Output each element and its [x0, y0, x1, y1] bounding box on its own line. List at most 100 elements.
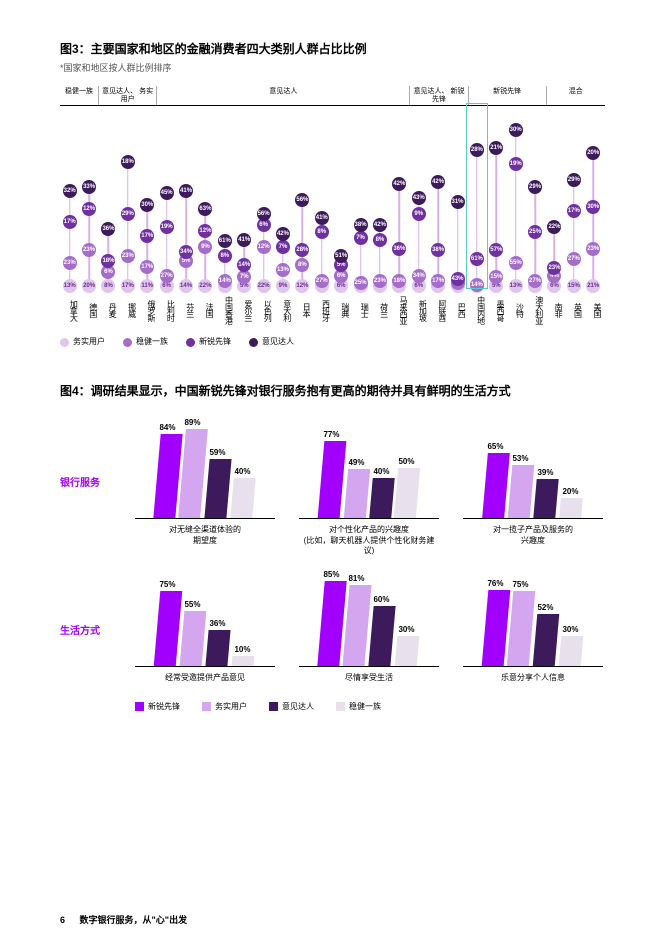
chart4-bar-body — [342, 585, 371, 666]
chart4-bar-body — [507, 465, 534, 518]
legend-item: 稳健一族 — [336, 701, 381, 712]
chart3-country-column: 6%6%5%51% — [331, 106, 350, 286]
chart3-group-label: 意见达人、 新锐先锋 — [410, 86, 468, 105]
legend-label: 意见达人 — [282, 702, 314, 711]
chart3-dot: 33% — [82, 180, 96, 194]
chart4-row-label: 生活方式 — [60, 567, 135, 637]
chart4-bar-label: 30% — [398, 625, 414, 634]
chart4-mini: 85%81%60%30%尽情享受生活 — [299, 567, 439, 683]
chart3-country-label: 日本 — [293, 290, 312, 330]
chart3-dot: 23% — [121, 249, 135, 263]
chart4-bar-label: 52% — [537, 603, 553, 612]
chart4-bar: 76% — [485, 579, 507, 666]
chart3-dot: 7% — [237, 270, 251, 284]
chart3-dot: 20% — [586, 146, 600, 160]
legend-label: 务实用户 — [73, 337, 105, 346]
chart3-country-column: 3%14%8%61% — [215, 106, 234, 286]
chart4-bar-label: 53% — [512, 454, 528, 463]
chart4-title: 图4：调研结果显示，中国新锐先锋对银行服务抱有更高的期待并具有鲜明的生活方式 — [60, 382, 610, 399]
page-footer: 6 数字银行服务，从"心"出发 — [60, 913, 187, 926]
chart3-dot: 42% — [276, 227, 290, 241]
chart4-mini-title: 对无缝全渠道体验的期望度 — [135, 525, 275, 546]
chart3-dot: 15% — [567, 279, 581, 293]
chart3-dot: 42% — [373, 218, 387, 232]
chart3-country-column: 3%18%36%42% — [390, 106, 409, 286]
chart3-dot: 8% — [218, 249, 232, 263]
chart3-country-label: 加拿大 — [60, 290, 79, 330]
chart3-dot: 19% — [509, 157, 523, 171]
chart4-bar: 30% — [396, 625, 418, 666]
chart4-bar: 20% — [560, 487, 582, 518]
chart3-country-column: 3%27%8%41% — [312, 106, 331, 286]
chart4-row: 银行服务84%89%59%40%对无缝全渠道体验的期望度77%49%40%50%… — [60, 419, 610, 556]
chart3-dot: 38% — [431, 243, 445, 257]
chart3-legend: 务实用户稳健一族新锐先锋意见达人 — [60, 336, 605, 347]
chart3-country-label: 瑞典 — [331, 290, 350, 330]
chart3-dot: 17% — [431, 274, 445, 288]
chart3-country-column: 17%23%29%18% — [118, 106, 137, 286]
chart4-bar: 81% — [346, 574, 368, 666]
chart3-dot: 30% — [509, 123, 523, 137]
chart3-dot: 18% — [121, 155, 135, 169]
chart3-dot: 15% — [489, 270, 503, 284]
legend-swatch — [202, 702, 211, 711]
chart4-mini: 77%49%40%50%对个性化产品的兴趣度(比如，聊天机器人提供个性化财务建议… — [299, 419, 439, 556]
chart3-country-label: 西班牙 — [312, 290, 331, 330]
chart3-country-label: 俄罗斯 — [138, 290, 157, 330]
chart3-dot: 21% — [489, 141, 503, 155]
chart4-bar-label: 10% — [234, 645, 250, 654]
chart4-mini: 65%53%39%20%对一揽子产品及服务的兴趣度 — [463, 419, 603, 556]
legend-swatch — [336, 702, 345, 711]
chart3-country-column: 22%9%12%63% — [196, 106, 215, 286]
chart4-bar-body — [179, 611, 206, 666]
chart4-bar: 50% — [396, 457, 418, 518]
chart3-group-label: 意见达人、 务实用户 — [99, 86, 157, 105]
chart4-bar: 40% — [371, 467, 393, 518]
chart3-dot: 17% — [63, 215, 77, 229]
chart3-dot: 20% — [82, 279, 96, 293]
chart3-country-label: 墨西哥 — [487, 290, 506, 330]
chart3-country-column: 6%34%9%43% — [409, 106, 428, 286]
chart4-bar-body — [559, 498, 583, 518]
chart4-bar-body — [533, 479, 558, 518]
legend-swatch — [249, 338, 258, 347]
chart3-country-column: 5%15%57%21% — [487, 106, 506, 286]
chart4-mini-title: 对一揽子产品及服务的兴趣度 — [463, 525, 603, 546]
chart3-dot: 27% — [315, 274, 329, 288]
chart3-subtitle: *国家和地区按人群比例排序 — [60, 61, 605, 74]
chart3-group-label: 新锐先锋 — [469, 86, 547, 105]
chart3-country-column: 12%8%28%56% — [293, 106, 312, 286]
chart4-bar-label: 85% — [323, 570, 339, 579]
chart4-bar: 59% — [207, 448, 229, 518]
chart3-dot: 21% — [586, 279, 600, 293]
legend-swatch — [60, 338, 69, 347]
chart3-country-column: 14%5%34%41% — [176, 106, 195, 286]
chart4-mini-title: 对个性化产品的兴趣度(比如，聊天机器人提供个性化财务建议) — [299, 525, 439, 556]
chart3-dot: 9% — [412, 207, 426, 221]
chart3-country-label: 意大利 — [273, 290, 292, 330]
chart3-dot: 22% — [257, 279, 271, 293]
chart3-country-label: 挪威 — [118, 290, 137, 330]
chart4-bar-body — [506, 591, 535, 666]
chart4-mini-title: 经常受邀提供产品意见 — [135, 673, 275, 683]
chart3-dot: 13% — [276, 263, 290, 277]
chart3-dot: 43% — [412, 191, 426, 205]
legend-swatch — [135, 702, 144, 711]
chart3-dot: 8% — [295, 258, 309, 272]
chart3-country-column: 6%27%19%45% — [157, 106, 176, 286]
chart3-dot: 63% — [198, 202, 212, 216]
legend-item: 新锐先锋 — [135, 701, 180, 712]
chart3-dot: 8% — [315, 225, 329, 239]
chart3-dot: 51% — [334, 249, 348, 263]
chart4-bar: 49% — [346, 458, 368, 518]
chart3-dot: 22% — [547, 220, 561, 234]
chart4-bar-label: 49% — [348, 458, 364, 467]
chart3-dot: 9% — [198, 240, 212, 254]
chart3-dot: 31% — [451, 195, 465, 209]
chart3-dot: 30% — [586, 200, 600, 214]
chart3-dot: 12% — [198, 224, 212, 238]
chart3-country-column: 9%13%7%42% — [273, 106, 292, 286]
chart4-bar-body — [178, 429, 208, 518]
chart4-bar: 39% — [535, 468, 557, 518]
chart3-columns: 13%23%17%32%20%23%12%33%8%6%18%36%17%23%… — [60, 106, 605, 286]
